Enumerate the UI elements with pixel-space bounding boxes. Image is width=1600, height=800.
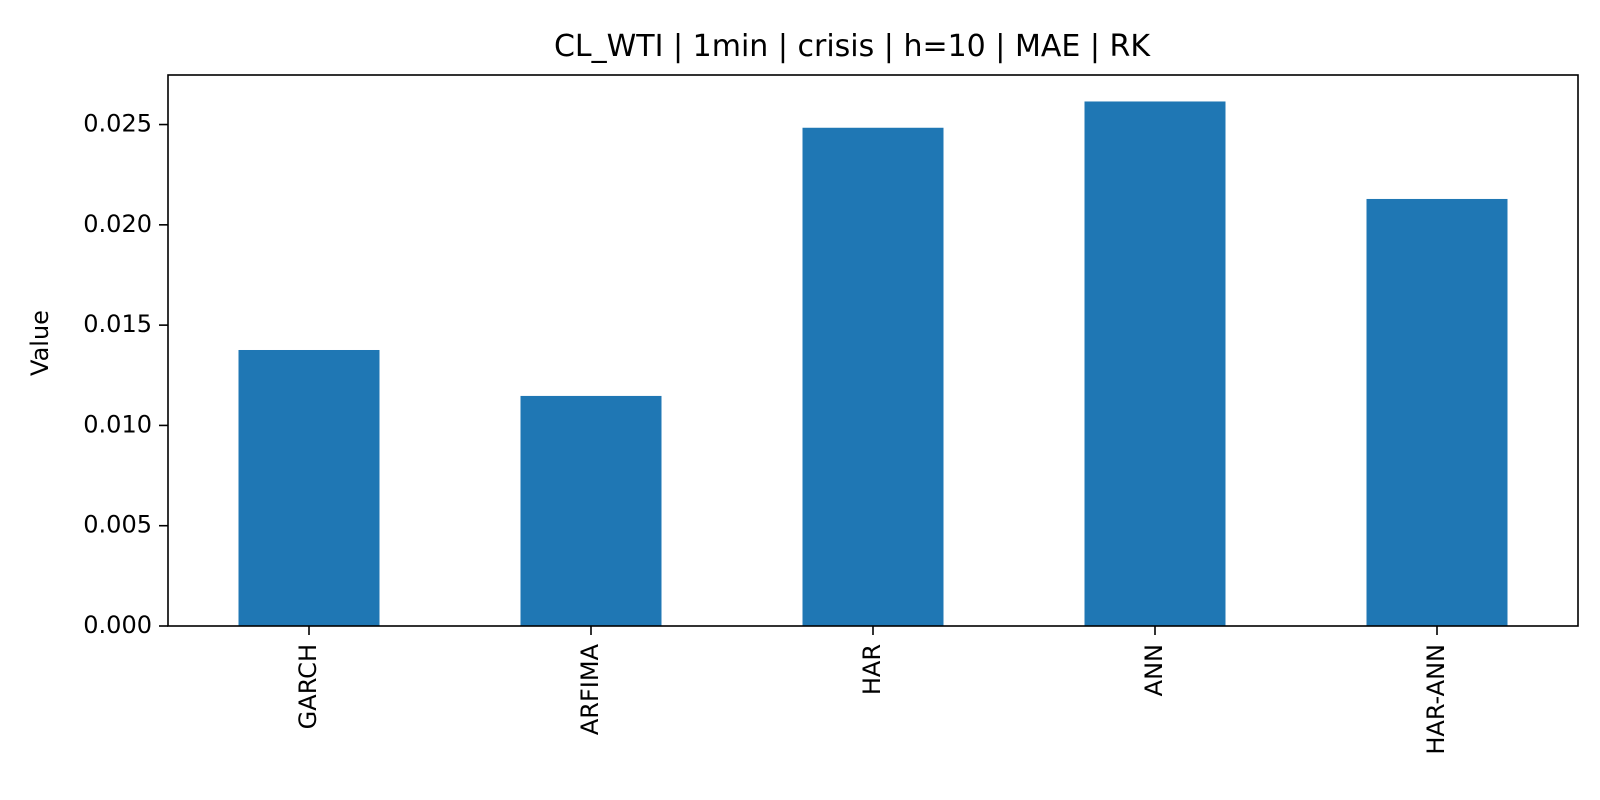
plot-frame — [167, 74, 1579, 627]
x-tick-label: HAR — [858, 644, 886, 695]
x-tick-label: GARCH — [294, 644, 322, 729]
y-tick-label: 0.000 — [83, 611, 152, 639]
bar-har — [802, 127, 944, 627]
bars-layer — [238, 101, 1508, 627]
x-tick-label: ARFIMA — [576, 643, 604, 735]
y-tick-label: 0.015 — [83, 310, 152, 338]
bar-arfima — [520, 395, 662, 626]
y-tick-label: 0.025 — [83, 110, 152, 138]
bar-garch — [238, 349, 380, 626]
x-tick-label: ANN — [1140, 644, 1168, 696]
y-axis-label: Value — [26, 310, 54, 376]
y-tick-label: 0.005 — [83, 511, 152, 539]
bar-har-ann — [1366, 198, 1508, 626]
bar-ann — [1084, 101, 1226, 627]
y-tick-label: 0.020 — [83, 210, 152, 238]
chart-title: CL_WTI | 1min | crisis | h=10 | MAE | RK — [554, 29, 1151, 64]
y-tick-label: 0.010 — [83, 410, 152, 438]
x-tick-label: HAR-ANN — [1422, 644, 1450, 755]
x-axis-ticks: GARCH ARFIMA HAR ANN HAR-ANN — [294, 626, 1450, 755]
y-axis-ticks: 0.000 0.005 0.010 0.015 0.020 0.025 — [83, 110, 168, 639]
